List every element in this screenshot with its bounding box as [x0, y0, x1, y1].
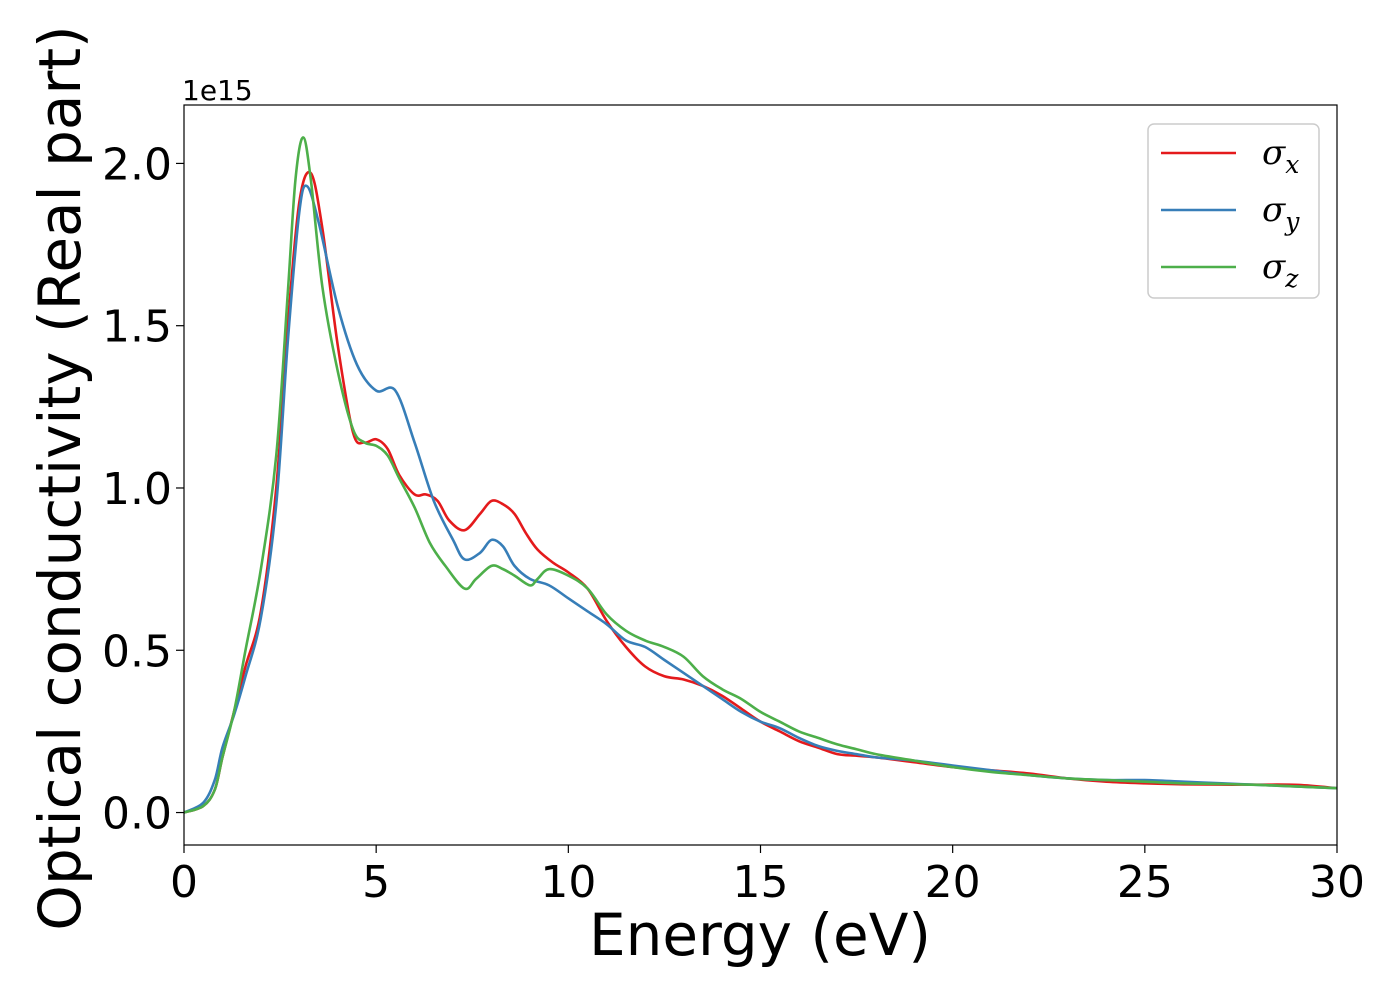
x-tick-label: 25 [1117, 857, 1173, 908]
y-tick-label: 1.0 [102, 464, 172, 515]
y-offset-label: 1e15 [182, 74, 253, 107]
y-tick-label: 2.0 [102, 139, 172, 190]
y-axis: 0.0 0.5 1.0 1.5 2.0 [102, 139, 184, 840]
legend-label-z: σz [1262, 247, 1299, 293]
y-axis-label: Optical conductivity (Real part) [26, 25, 94, 930]
legend-symbol: σ [1262, 247, 1286, 287]
legend-label-y: σy [1262, 190, 1300, 236]
x-tick-label: 10 [540, 857, 596, 908]
x-tick-label: 20 [925, 857, 981, 908]
y-tick-label: 1.5 [102, 302, 172, 353]
x-axis: 0 5 10 15 20 25 30 [170, 845, 1365, 908]
x-tick-label: 15 [733, 857, 789, 908]
legend-subscript: z [1284, 264, 1299, 293]
x-tick-label: 0 [170, 857, 198, 908]
x-tick-label: 30 [1309, 857, 1365, 908]
series-line-y [184, 184, 1337, 814]
legend-label-x: σx [1262, 133, 1299, 179]
x-axis-label: Energy (eV) [589, 901, 931, 969]
legend-subscript: y [1284, 207, 1300, 236]
legend-subscript: x [1285, 150, 1299, 179]
series-layer [184, 136, 1337, 814]
legend-symbol: σ [1262, 190, 1286, 230]
y-tick-label: 0.5 [102, 626, 172, 677]
x-tick-label: 5 [362, 857, 390, 908]
legend-symbol: σ [1262, 133, 1286, 173]
y-tick-label: 0.0 [102, 789, 172, 840]
series-line-z [184, 136, 1337, 814]
